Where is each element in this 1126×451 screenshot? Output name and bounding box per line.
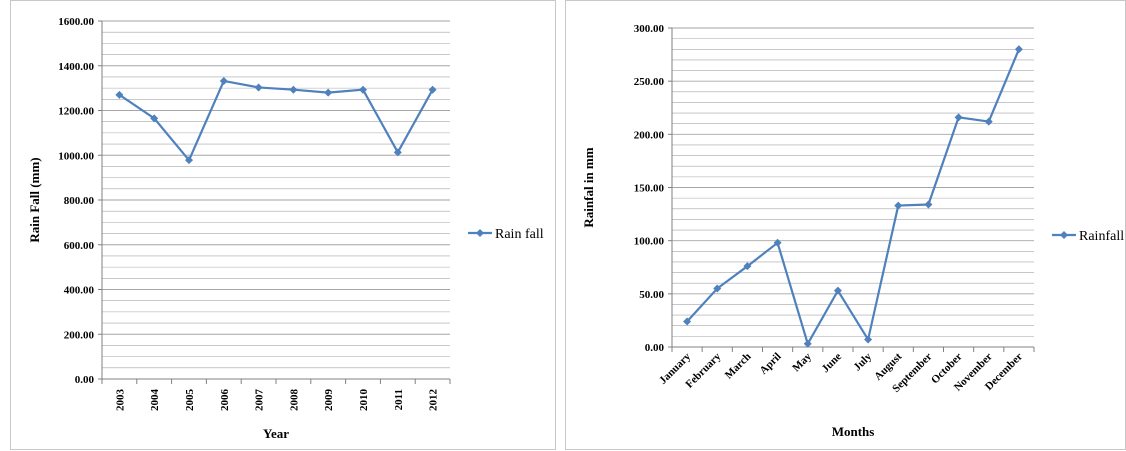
data-point-marker [894, 201, 903, 210]
data-point-marker [115, 90, 124, 99]
legend-label: Rainfall [1079, 229, 1124, 244]
data-point-marker [185, 156, 193, 165]
x-tick-label: 2009 [323, 389, 335, 412]
y-tick-label: 1400.00 [58, 61, 94, 73]
y-tick-label: 50.00 [639, 289, 664, 301]
legend-label: Rain fall [495, 227, 544, 242]
x-tick-label: 2011 [393, 389, 405, 410]
x-tick-label: 2010 [358, 389, 370, 412]
data-point-marker [773, 238, 782, 247]
data-point-marker [428, 85, 437, 94]
y-tick-label: 0.00 [75, 374, 95, 386]
data-point-marker [289, 85, 298, 94]
data-point-marker [393, 148, 402, 157]
y-tick-label: 1600.00 [58, 16, 94, 28]
data-point-marker [254, 83, 263, 92]
x-tick-label: 2004 [149, 389, 161, 412]
x-tick-label: 2012 [428, 389, 440, 412]
x-axis-title: Year [263, 426, 289, 441]
x-tick-label: 2006 [219, 389, 231, 412]
x-tick-label: 2008 [288, 389, 300, 412]
data-point-marker [683, 317, 692, 326]
data-point-marker [219, 76, 228, 85]
data-point-marker [743, 262, 752, 271]
y-tick-label: 250.00 [634, 76, 665, 88]
data-point-marker [150, 114, 159, 123]
data-point-marker [324, 88, 333, 97]
x-tick-label: July [851, 350, 874, 373]
data-point-marker [924, 200, 933, 209]
y-axis-title: Rain Fall (mm) [27, 157, 42, 242]
rainfall-by-month-svg: 0.00 50.00 100.00 150.00 200.00 250.00 300.00 J… [581, 23, 1124, 439]
data-point-marker [864, 335, 873, 344]
x-tick-label: 2007 [254, 389, 266, 412]
y-tick-label: 1000.00 [58, 150, 94, 162]
y-tick-label: 400.00 [64, 285, 95, 297]
legend-marker [476, 229, 484, 237]
series-line [686, 48, 1020, 347]
y-tick-label: 200.00 [634, 129, 665, 141]
rainfall-by-year-svg: 0.00 200.00 400.00 600.00 800.00 1000.00 1200.… [27, 16, 544, 441]
data-point-marker [359, 85, 367, 94]
y-tick-label: 100.00 [634, 236, 665, 248]
x-tick-label: 2003 [114, 389, 126, 412]
data-point-marker [1014, 45, 1023, 54]
data-point-marker [954, 113, 963, 122]
data-point-marker [713, 284, 722, 293]
x-tick-label: March [723, 351, 754, 382]
data-point-marker [833, 286, 842, 295]
y-tick-label: 1200.00 [58, 106, 94, 118]
y-tick-label: 200.00 [64, 329, 95, 341]
legend-marker [1060, 231, 1068, 239]
y-tick-label: 600.00 [64, 240, 95, 252]
y-tick-label: 300.00 [634, 23, 665, 35]
rainfall-by-year-chart: 0.00 200.00 400.00 600.00 800.00 1000.00 1200.… [10, 0, 556, 450]
y-tick-label: 150.00 [634, 183, 665, 195]
x-tick-label: May [790, 350, 814, 374]
x-tick-label: April [757, 351, 783, 377]
y-tick-label: 800.00 [64, 195, 95, 207]
x-axis-title: Months [832, 424, 875, 439]
series-line [118, 79, 434, 163]
y-axis-title: Rainfal in mm [581, 147, 596, 227]
data-point-marker [984, 117, 993, 126]
x-tick-label: 2005 [184, 389, 196, 412]
rainfall-by-month-chart: 0.00 50.00 100.00 150.00 200.00 250.00 300.00 J… [565, 0, 1126, 450]
data-point-marker [803, 339, 812, 348]
y-tick-label: 0.00 [645, 342, 665, 354]
x-tick-label: June [820, 351, 845, 376]
